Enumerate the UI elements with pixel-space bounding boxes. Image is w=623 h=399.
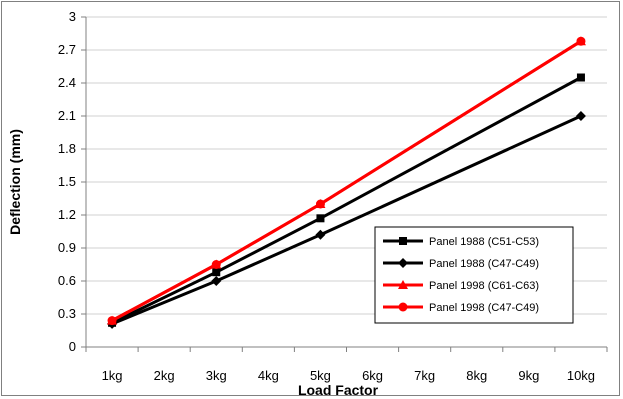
- y-tick-label: 2.7: [58, 42, 76, 57]
- y-tick-label: 1.8: [58, 141, 76, 156]
- legend: Panel 1988 (C51-C53) Panel 1988 (C47-C49)…: [374, 226, 574, 324]
- data-point-series-4: [211, 260, 221, 269]
- legend-label-3: Panel 1998 (C61-C63): [429, 280, 539, 292]
- series-lines: [111, 39, 582, 326]
- series-markers: [107, 36, 586, 329]
- data-point-series-2: [211, 276, 222, 286]
- x-tick-label: 1kg: [102, 368, 123, 383]
- x-tick-labels: 1kg 2kg 3kg 4kg 5kg 6kg 7kg 8kg 9kg 10kg: [102, 368, 595, 383]
- x-tick-label: 6kg: [362, 368, 383, 383]
- y-tick-label: 1.2: [58, 207, 76, 222]
- x-tick-label: 7kg: [414, 368, 435, 383]
- data-point-series-4: [576, 36, 586, 46]
- x-tick-label: 8kg: [466, 368, 487, 383]
- data-point-series-1: [576, 73, 585, 82]
- data-point-series-1: [316, 214, 325, 223]
- legend-marker-1: [399, 237, 407, 245]
- legend-marker-3: [398, 280, 408, 289]
- x-tick-label: 4kg: [258, 368, 279, 383]
- y-tick-label: 2.4: [58, 75, 76, 90]
- y-axis-title: Deflection (mm): [7, 129, 23, 235]
- legend-label-4: Panel 1998 (C47-C49): [429, 302, 539, 314]
- x-tick-label: 5kg: [310, 368, 331, 383]
- legend-marker-4: [398, 302, 408, 312]
- y-tick-label: 1.5: [58, 174, 76, 189]
- x-tick-label: 9kg: [518, 368, 539, 383]
- data-point-series-4: [107, 316, 117, 326]
- data-point-series-4: [315, 199, 325, 209]
- y-tick-label: 0.6: [58, 273, 76, 288]
- data-point-series-2: [575, 111, 586, 121]
- y-tick-label: 3: [69, 9, 76, 24]
- y-tick-label: 0.3: [58, 306, 76, 321]
- x-axis-title: Load Factor: [298, 382, 379, 398]
- y-tick-label: 0.9: [58, 240, 76, 255]
- data-point-series-1: [212, 268, 221, 277]
- axes: [81, 16, 608, 352]
- legend-label-1: Panel 1988 (C51-C53): [429, 236, 539, 248]
- legend-label-2: Panel 1988 (C47-C49): [429, 258, 539, 270]
- y-tick-labels: 0 0.3 0.6 0.9 1.2 1.5 1.8 2.1 2.4 2.7 3: [58, 9, 76, 354]
- series-line-1: [111, 76, 582, 325]
- series-line-4: [111, 39, 582, 322]
- legend-marker-2: [398, 258, 408, 268]
- y-tick-label: 2.1: [58, 108, 76, 123]
- series-line-2: [111, 114, 582, 326]
- x-tick-label: 10kg: [567, 368, 595, 383]
- x-tick-label: 3kg: [206, 368, 227, 383]
- data-point-series-2: [315, 229, 326, 240]
- y-tick-label: 0: [69, 339, 76, 354]
- x-tick-label: 2kg: [154, 368, 175, 383]
